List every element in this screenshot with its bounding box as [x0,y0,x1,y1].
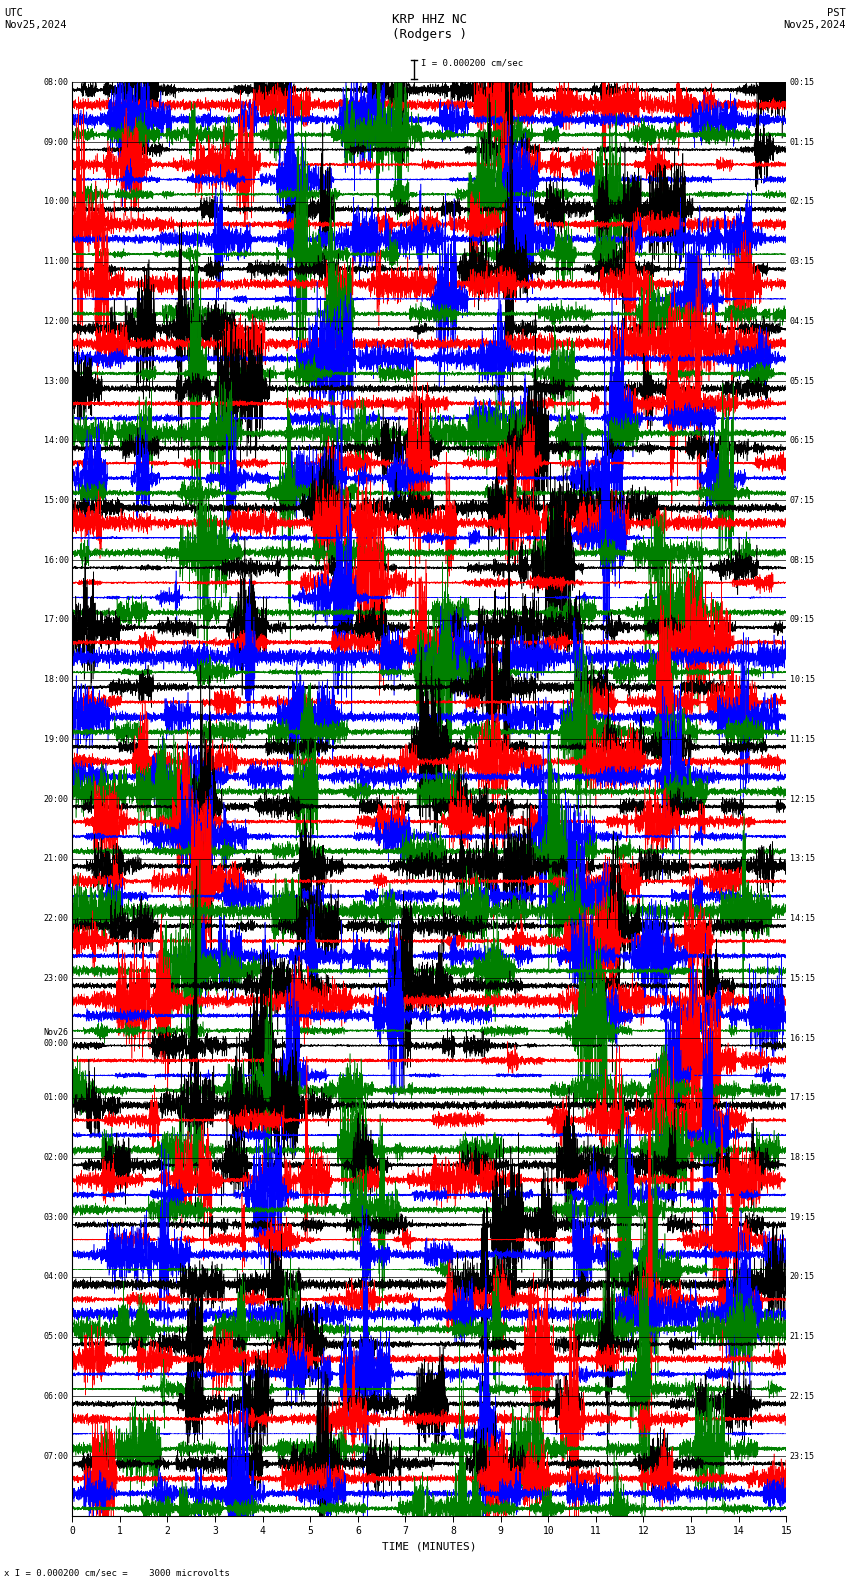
Text: 11:00: 11:00 [43,257,69,266]
Text: 11:15: 11:15 [790,735,815,744]
Text: 22:15: 22:15 [790,1392,815,1400]
Text: 16:15: 16:15 [790,1033,815,1042]
Text: 12:00: 12:00 [43,317,69,326]
Text: 00:15: 00:15 [790,78,815,87]
Text: 17:15: 17:15 [790,1093,815,1102]
Text: 19:00: 19:00 [43,735,69,744]
Text: 18:15: 18:15 [790,1153,815,1163]
Text: 22:00: 22:00 [43,914,69,923]
Text: 10:15: 10:15 [790,675,815,684]
Text: 15:00: 15:00 [43,496,69,505]
Text: 02:15: 02:15 [790,198,815,206]
Text: 04:15: 04:15 [790,317,815,326]
Text: 03:15: 03:15 [790,257,815,266]
Text: 08:15: 08:15 [790,556,815,565]
Text: 06:15: 06:15 [790,436,815,445]
Text: 04:00: 04:00 [43,1272,69,1281]
X-axis label: TIME (MINUTES): TIME (MINUTES) [382,1541,477,1552]
Text: 23:00: 23:00 [43,974,69,982]
Text: 08:00: 08:00 [43,78,69,87]
Text: 19:15: 19:15 [790,1213,815,1221]
Text: 09:00: 09:00 [43,138,69,147]
Text: Nov26
00:00: Nov26 00:00 [43,1028,69,1047]
Text: 23:15: 23:15 [790,1451,815,1460]
Text: 07:00: 07:00 [43,1451,69,1460]
Text: 03:00: 03:00 [43,1213,69,1221]
Text: x I = 0.000200 cm/sec =    3000 microvolts: x I = 0.000200 cm/sec = 3000 microvolts [4,1568,230,1578]
Text: 13:15: 13:15 [790,854,815,863]
Text: PST
Nov25,2024: PST Nov25,2024 [783,8,846,30]
Text: 05:15: 05:15 [790,377,815,385]
Text: 06:00: 06:00 [43,1392,69,1400]
Text: 10:00: 10:00 [43,198,69,206]
Text: 18:00: 18:00 [43,675,69,684]
Text: 20:15: 20:15 [790,1272,815,1281]
Text: 13:00: 13:00 [43,377,69,385]
Text: 14:15: 14:15 [790,914,815,923]
Text: 02:00: 02:00 [43,1153,69,1163]
Text: 05:00: 05:00 [43,1332,69,1342]
Text: 17:00: 17:00 [43,616,69,624]
Text: 01:15: 01:15 [790,138,815,147]
Text: 01:00: 01:00 [43,1093,69,1102]
Text: 16:00: 16:00 [43,556,69,565]
Text: UTC
Nov25,2024: UTC Nov25,2024 [4,8,67,30]
Text: 12:15: 12:15 [790,795,815,803]
Text: 15:15: 15:15 [790,974,815,982]
Text: 21:15: 21:15 [790,1332,815,1342]
Text: KRP HHZ NC
(Rodgers ): KRP HHZ NC (Rodgers ) [392,13,467,41]
Text: 07:15: 07:15 [790,496,815,505]
Text: 20:00: 20:00 [43,795,69,803]
Text: 21:00: 21:00 [43,854,69,863]
Text: 09:15: 09:15 [790,616,815,624]
Text: 14:00: 14:00 [43,436,69,445]
Text: I = 0.000200 cm/sec: I = 0.000200 cm/sec [421,59,523,68]
